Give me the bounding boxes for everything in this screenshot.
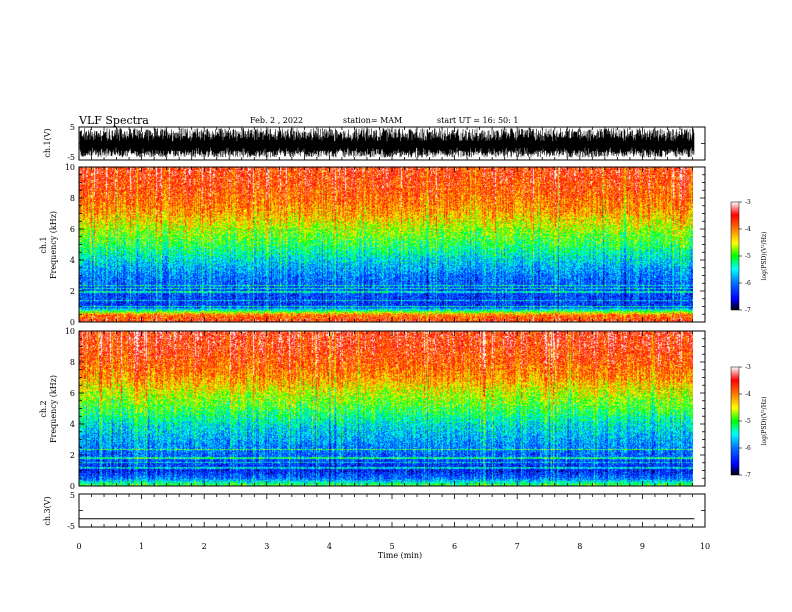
x-tick-label: 7: [515, 542, 520, 551]
x-tick-label: 2: [202, 542, 207, 551]
ch2-colorbar-gradient: [730, 366, 740, 476]
start-time-label: start UT = 16: 50: 1: [437, 116, 518, 125]
ch2-colorbar-tick-label: -3: [745, 364, 751, 371]
x-tick-label: 3: [264, 542, 269, 551]
ch1-spectrogram-ytick-label: 8: [70, 194, 75, 203]
ch2-spectrogram-ticks: [78, 330, 706, 487]
ch1-spectrogram-channel-label: ch.1: [39, 236, 48, 253]
ch1-colorbar-tick-label: -4: [745, 226, 751, 233]
ch3-ytick-neg5: -5: [67, 522, 75, 531]
ch1-spectrogram-ytick-labels: 0 2 4 6 8 10: [65, 163, 75, 327]
ch2-colorbar-tick-label: -4: [745, 391, 751, 398]
ch1-spectrogram-image: [79, 167, 693, 322]
figure-title: VLF Spectra: [78, 114, 149, 127]
ch1-ytick-neg5: -5: [67, 153, 75, 162]
ch2-spectrogram-ytick-labels: 0 2 4 6 8 10: [65, 327, 75, 491]
x-tick-label: 6: [452, 542, 457, 551]
ch2-colorbar-tick-label: -5: [745, 418, 751, 425]
ch2-colorbar-tick-label: -7: [745, 472, 751, 479]
ch3-waveform-panel: 5 -5 ch.3(V): [43, 491, 706, 531]
ch1-ylabel: ch.1(V): [43, 128, 52, 157]
ch2-spectrogram-panel: 0 2 4 6 8 10 ch.2 Frequency (kHz): [39, 327, 706, 491]
ch1-spectrogram-ytick-label: 6: [70, 225, 75, 234]
ch2-spectrogram-ytick-label: 4: [70, 420, 75, 429]
ch1-spectrogram-ytick-label: 4: [70, 256, 75, 265]
x-tick-label: 4: [327, 542, 332, 551]
date-label: Feb. 2 , 2022: [250, 116, 303, 125]
ch2-spectrogram-ytick-label: 0: [70, 482, 75, 491]
ch3-waveform-bg: [79, 494, 705, 527]
x-tick-label: 1: [139, 542, 144, 551]
ch1-spectrogram-ticks: [78, 166, 706, 323]
x-tick-label: 5: [389, 542, 394, 551]
ch1-spectrogram-ylabel: Frequency (kHz): [49, 211, 58, 279]
ch3-ylabel: ch.3(V): [43, 496, 52, 525]
ch2-spectrogram-ylabel: Frequency (kHz): [49, 375, 58, 443]
ch2-colorbar: -3 -4 -5 -6 -7 log(PSD)(V²/Hz): [730, 364, 768, 479]
ch1-spectrogram-image-holder: [79, 167, 693, 322]
x-tick-label: 8: [577, 542, 582, 551]
ch2-spectrogram-ytick-label: 6: [70, 389, 75, 398]
ch1-colorbar-tick-label: -5: [745, 253, 751, 260]
ch1-waveform-path: [79, 128, 695, 158]
ch1-colorbar-label: log(PSD)(V²/Hz): [761, 232, 768, 281]
ch2-colorbar-ticks: -3 -4 -5 -6 -7: [739, 364, 751, 479]
ch2-spectrogram-channel-label: ch.2: [39, 400, 48, 417]
ch1-colorbar-gradient: [730, 201, 740, 311]
ch2-spectrogram-image: [79, 331, 693, 486]
ch3-ytick-5: 5: [70, 491, 75, 500]
ch2-spectrogram-ytick-label: 8: [70, 358, 75, 367]
x-axis-label: Time (min): [378, 551, 422, 560]
ch1-spectrogram-ytick-label: 0: [70, 318, 75, 327]
ch1-colorbar-ticks: -3 -4 -5 -6 -7: [739, 199, 751, 314]
ch2-spectrogram-ytick-label: 10: [65, 327, 75, 336]
ch1-spectrogram-ytick-label: 2: [70, 287, 75, 296]
ch2-spectrogram-ytick-label: 2: [70, 451, 75, 460]
ch1-waveform-ticks: [78, 126, 706, 161]
x-axis-tick-labels: 0 1 2 3 4 5 6 7 8 9 10: [76, 542, 710, 551]
ch1-waveform-trace: [79, 128, 695, 158]
ch1-colorbar-tick-label: -6: [745, 280, 751, 287]
ch1-spectrogram-ytick-label: 10: [65, 163, 75, 172]
ch3-waveform-ticks: [78, 493, 706, 528]
x-tick-label: 9: [640, 542, 645, 551]
station-label: station= MAM: [343, 116, 402, 125]
ch2-colorbar-label: log(PSD)(V²/Hz): [761, 397, 768, 446]
ch1-ytick-5: 5: [70, 123, 75, 132]
x-tick-label: 0: [76, 542, 81, 551]
ch1-colorbar: -3 -4 -5 -6 -7 log(PSD)(V²/Hz): [730, 199, 768, 314]
ch2-spectrogram-image-holder: [79, 331, 693, 486]
ch1-colorbar-tick-label: -7: [745, 307, 751, 314]
ch1-colorbar-tick-label: -3: [745, 199, 751, 206]
ch1-spectrogram-panel: 0 2 4 6 8 10 ch.1 Frequency (kHz): [39, 163, 706, 327]
x-tick-label: 10: [700, 542, 710, 551]
ch1-waveform-panel: 5 -5 ch.1(V): [43, 123, 706, 162]
ch2-colorbar-tick-label: -6: [745, 445, 751, 452]
